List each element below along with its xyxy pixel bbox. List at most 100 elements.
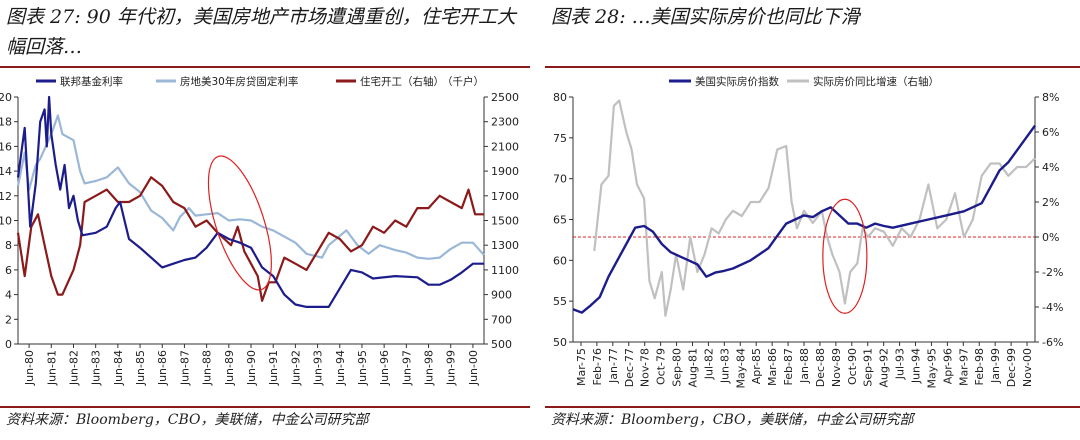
y-right-tick-label: 500 [491,338,512,351]
x-tick-label: Jun-00 [467,350,480,386]
x-tick-label: Jun-87 [178,350,191,386]
x-tick-label: Feb-98 [973,348,986,385]
series-line [16,176,484,302]
left-chart-panel: 图表 27: 90 年代初，美国房地产市场遭遇重创，住宅开工大幅回落… 0 2 4 6… [0,0,530,440]
y-right-tick-label: -6% [1042,336,1063,349]
x-tick-label: Jun-99 [445,350,458,386]
x-tick-label: Jun-90 [245,350,258,386]
y-left-tick-label: 16 [0,140,12,153]
x-tick-label: Jun-94 [910,348,923,384]
y-left-tick-label: 18 [0,116,12,129]
y-right-tick-label: 2100 [491,140,519,153]
x-tick-label: Nov-00 [1021,348,1034,387]
legend-fed-funds: 联邦基金利率 [60,75,123,88]
x-tick-label: Feb-87 [782,348,795,385]
x-tick-label: Jun-84 [112,350,125,386]
x-tick-label: Jun-98 [423,350,436,386]
annotation-ellipse [822,198,868,314]
y-left-tick-label: 0 [5,338,12,351]
x-tick-label: Nov-89 [830,348,843,387]
left-line-chart: 0 2 4 6 8 10 12 14 16 18 20 500 700 900 1100 1300 1500 17… [0,75,519,386]
x-tick-label: Mar-75 [575,348,588,386]
right-chart-title: 图表 28: …美国实际房价也同比下滑 [551,6,860,28]
y-right-tick-label: 900 [491,289,512,302]
y-right-tick-label: 4% [1042,161,1059,174]
y-left-tick-label: 8 [5,239,12,252]
x-tick-label: Jun-83 [90,350,103,386]
x-tick-label: Apr-96 [941,348,954,384]
x-tick-label: Jun-88 [201,350,214,386]
legend-housing-starts: 住宅开工（右轴） [360,75,444,88]
series-line [16,95,484,308]
x-tick-label: Apr-85 [750,348,763,384]
right-chart-panel: 图表 28: …美国实际房价也同比下滑 50 55 60 65 70 75 80 -6% -4%… [545,0,1080,440]
x-tick-label: Jun-83 [718,348,731,384]
x-tick-label: Jun-86 [156,350,169,386]
x-tick-label: Jun-96 [378,350,391,386]
x-tick-label: Dec-99 [1005,348,1018,387]
y-left-tick-label: 55 [553,295,567,308]
x-tick-label: Oct-90 [846,348,859,385]
x-tick-label: Aug-92 [878,348,891,387]
y-right-tick-label: -4% [1042,301,1063,314]
y-left-tick-label: 20 [0,91,12,104]
y-right-tick-label: 8% [1042,91,1059,104]
x-tick-label: May-95 [925,348,938,389]
y-left-tick-label: 75 [553,132,567,145]
right-title-rule [545,66,1080,68]
y-right-tick-label: 1100 [491,264,519,277]
y-right-tick-label: 2% [1042,196,1059,209]
y-left-tick-label: 50 [553,336,567,349]
y-right-tick-label: 1700 [491,190,519,203]
left-source-rule [0,406,530,408]
x-tick-label: Nov-78 [639,348,652,387]
y-right-tick-label: 2300 [491,116,519,129]
x-tick-label: Mar-86 [766,348,779,386]
x-tick-label: Feb-76 [591,348,604,385]
y-right-tick-label: 6% [1042,126,1059,139]
y-right-tick-label: 700 [491,313,512,326]
x-tick-label: Jul-93 [894,348,907,380]
y-right-tick-label: 1300 [491,239,519,252]
left-title-rule [0,66,530,68]
x-tick-label: Jun-92 [289,350,302,386]
legend-real-price-index: 美国实际房价指数 [695,75,779,88]
x-tick-label: Jun-95 [356,350,369,386]
y-right-tick-label: 1500 [491,215,519,228]
x-tick-label: Jun-94 [334,350,347,386]
x-tick-label: Jan-77 [607,348,620,384]
y-left-tick-label: 12 [0,190,12,203]
right-chart-source: 资料来源：Bloomberg，CBO，美联储，中金公司研究部 [551,412,914,428]
y-right-tick-label: -2% [1042,266,1063,279]
x-tick-label: Jun-97 [400,350,413,386]
x-tick-label: Dec-88 [814,348,827,387]
left-chart-source: 资料来源：Bloomberg，CBO，美联储，中金公司研究部 [6,412,369,428]
y-left-tick-label: 6 [5,264,12,277]
y-left-tick-label: 60 [553,254,567,267]
x-tick-label: Jun-93 [312,350,325,386]
x-tick-label: Sep-91 [862,348,875,387]
x-tick-label: Mar-97 [957,348,970,386]
x-tick-label: Sep-80 [671,348,684,387]
series-line [16,114,485,260]
series-line [593,99,1036,317]
y-left-tick-label: 65 [553,214,567,227]
x-tick-label: Jun-81 [45,350,58,386]
y-right-tick-label: 2500 [491,91,519,104]
right-source-rule [545,406,1080,408]
x-tick-label: Jun-82 [67,350,80,386]
x-tick-label: Jun-80 [23,350,36,386]
x-tick-label: Aug-81 [686,348,699,387]
x-tick-label: Jun-89 [223,350,236,386]
x-tick-label: Jan-99 [989,348,1002,384]
y-left-tick-label: 80 [553,91,567,104]
x-tick-label: Jul-82 [702,348,715,380]
y-left-tick-label: 2 [5,313,12,326]
legend-unit: （千户） [442,75,484,88]
y-right-tick-label: 0% [1042,231,1059,244]
x-tick-label: Oct-79 [655,348,668,385]
y-right-tick-label: 1900 [491,165,519,178]
legend-real-price-yoy: 实际房价同比增速（右轴） [813,75,939,88]
legend-mortgage-rate: 房地美30年房贷固定利率 [180,75,298,88]
